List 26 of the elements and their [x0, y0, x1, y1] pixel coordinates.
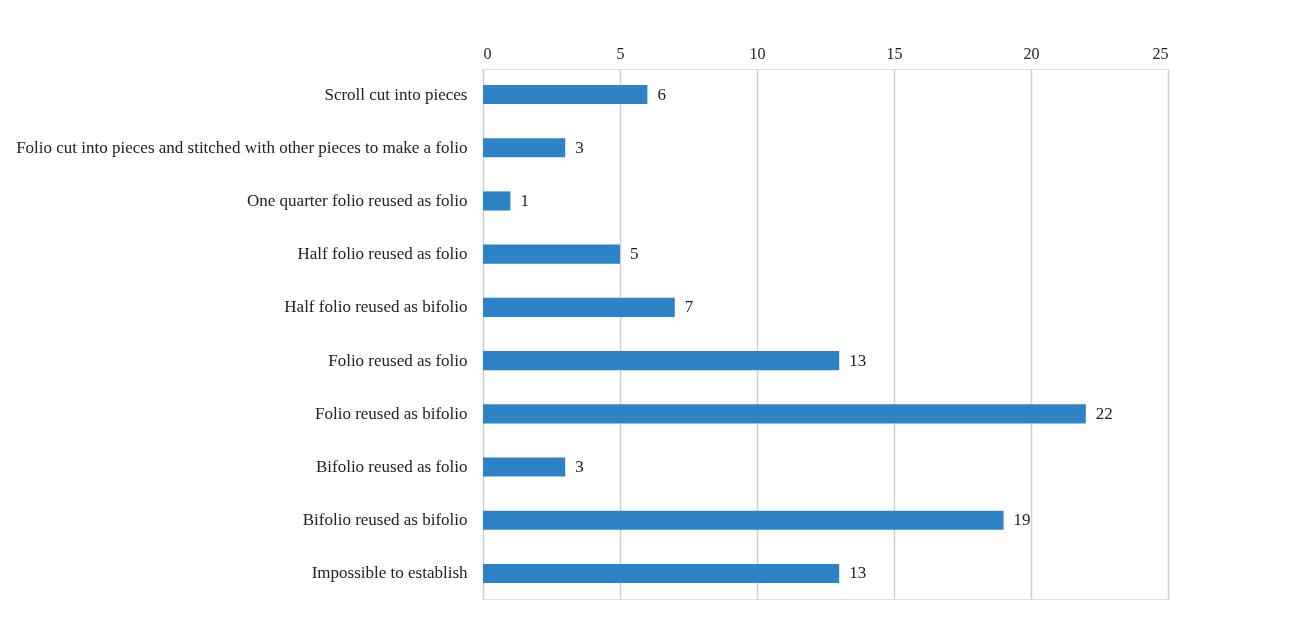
y-tick-label: Half folio reused as folio	[297, 244, 468, 264]
x-tick-label: 10	[749, 44, 766, 62]
y-tick-label: Folio reused as bifolio	[314, 403, 468, 423]
y-tick-label: Folio cut into pieces and stitched with other pieces to make a folio	[16, 137, 468, 157]
data-label: 3	[575, 457, 584, 477]
y-tick-label: Folio reused as folio	[328, 350, 468, 370]
data-label: 13	[849, 350, 867, 370]
y-tick-label: Half folio reused as bifolio	[284, 297, 468, 317]
x-tick-label: 20	[1023, 44, 1040, 62]
data-label: 5	[630, 244, 639, 264]
data-label: 19	[1013, 510, 1031, 530]
data-label: 3	[575, 137, 584, 157]
y-tick-label: Bifolio reused as bifolio	[302, 510, 468, 530]
x-tick-label: 5	[616, 44, 625, 62]
data-label: 7	[684, 297, 694, 317]
data-label: 6	[657, 84, 666, 104]
y-tick-label: One quarter folio reused as folio	[247, 190, 468, 210]
x-tick-label: 0	[483, 44, 492, 62]
y-tick-label: Scroll cut into pieces	[324, 84, 468, 104]
data-label: 1	[520, 190, 529, 210]
data-label: 13	[849, 563, 867, 583]
y-tick-label: Bifolio reused as folio	[315, 457, 468, 477]
data-label: 22	[1095, 403, 1113, 423]
y-tick-label: Impossible to establish	[311, 563, 468, 583]
x-tick-label: 15	[886, 44, 903, 62]
x-tick-label: 25	[1152, 44, 1169, 62]
